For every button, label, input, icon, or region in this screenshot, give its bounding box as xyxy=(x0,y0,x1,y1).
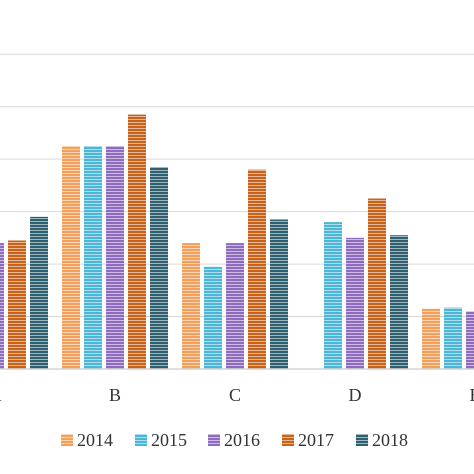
bars xyxy=(0,114,474,369)
legend-label: 2017 xyxy=(298,430,334,450)
bar-2017-D xyxy=(368,198,386,369)
legend-swatch xyxy=(135,434,147,446)
bar-2017-A xyxy=(8,240,26,369)
legend-swatch xyxy=(356,434,368,446)
bar-2014-E xyxy=(422,308,440,369)
bar-2018-B xyxy=(150,167,168,369)
bar-2017-B xyxy=(128,114,146,369)
legend-label: 2015 xyxy=(151,430,187,450)
bar-2016-C xyxy=(226,243,244,369)
legend: 2014 2015 2016 2017 2018 xyxy=(61,430,408,450)
legend-item-2018: 2018 xyxy=(356,430,408,450)
legend-swatch xyxy=(61,434,73,446)
legend-label: 2018 xyxy=(372,430,408,450)
bar-2014-C xyxy=(182,243,200,369)
bar-2015-E xyxy=(444,307,462,369)
bar-2016-B xyxy=(106,146,124,369)
x-tick-label: A xyxy=(0,385,2,405)
bar-2015-B xyxy=(84,146,102,369)
legend-item-2016: 2016 xyxy=(208,430,260,450)
bar-2018-A xyxy=(30,216,48,369)
legend-swatch xyxy=(208,434,220,446)
bar-2016-A xyxy=(0,243,4,369)
bar-2014-B xyxy=(62,146,80,369)
x-tick-label: E xyxy=(470,385,474,405)
legend-swatch xyxy=(282,434,294,446)
legend-item-2015: 2015 xyxy=(135,430,187,450)
bar-2018-D xyxy=(390,235,408,369)
legend-label: 2016 xyxy=(224,430,260,450)
bar-2018-C xyxy=(270,219,288,369)
legend-label: 2014 xyxy=(77,430,113,450)
x-tick-label: B xyxy=(109,385,121,405)
legend-item-2014: 2014 xyxy=(61,430,113,450)
x-tick-label: C xyxy=(229,385,241,405)
x-tick-label: D xyxy=(349,385,362,405)
bar-2016-D xyxy=(346,237,364,369)
bar-2017-C xyxy=(248,169,266,369)
legend-item-2017: 2017 xyxy=(282,430,334,450)
bar-2015-C xyxy=(204,266,222,369)
bar-2016-E xyxy=(466,311,474,369)
bar-2015-D xyxy=(324,222,342,369)
x-tick-labels: A B C D E xyxy=(0,385,474,405)
